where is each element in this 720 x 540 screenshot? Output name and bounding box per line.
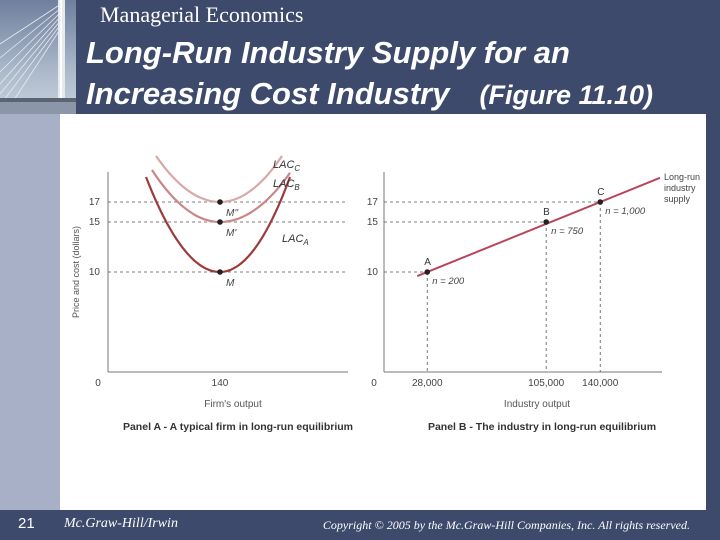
lac-curve-c [155,155,283,204]
panel-b-firm-count-label: n = 200 [432,276,465,287]
panel-b-y-tick-label: 15 [367,217,379,228]
panel-b-equilibrium-point [597,199,604,205]
panel-a-min-point [217,269,223,275]
title-line-2: Increasing Cost Industry (Figure 11.10) [86,73,653,116]
panel-a-y-axis-label: Price and cost (dollars) [71,226,81,318]
publisher-credit: Mc.Graw-Hill/Irwin [64,516,178,531]
title-line-1: Long-Run Industry Supply for an [86,35,570,70]
lac-curve-label-subscript: B [294,183,300,192]
lac-curve-label: LACA [282,233,309,247]
panel-b-equilibrium-point [424,269,431,275]
panel-b-y-tick-label: 17 [367,197,379,208]
panel-b-point-label: C [597,187,604,198]
bridge-photo [0,0,76,114]
slide-title: Long-Run Industry Supply for an Increasi… [86,32,653,116]
panel-a-title: Panel A - A typical firm in long-run equ… [123,421,353,433]
panel-a-x-axis-label: Firm's output [204,399,262,410]
panel-b-firm-count-label: n = 750 [551,226,584,237]
panel-b-x-tick-label: 105,000 [528,378,565,389]
panel-a-y-tick-label: 17 [89,197,101,208]
left-sidebar [0,114,60,510]
figure-area: 10 15 17 0 140 M LACA M' LACB M'' LACC Price and co… [60,114,706,510]
copyright-notice: Copyright © 2005 by the Mc.Graw-Hill Com… [322,518,690,532]
lac-curve-label-subscript: C [294,164,300,173]
panel-a-x-tick-label: 0 [95,378,101,389]
lac-curve-label: LACC [273,159,300,173]
slide-number: 21 [18,515,35,532]
title-line-2-text: Increasing Cost Industry [86,76,450,111]
long-run-supply-line [416,176,661,277]
figure-reference: (Figure 11.10) [479,80,654,110]
panel-b-title: Panel B - The industry in long-run equil… [428,421,656,433]
panel-b-x-tick-label: 28,000 [412,378,443,389]
panel-a-min-point-label: M' [226,228,237,239]
slide-footer: 21 Mc.Graw-Hill/Irwin Copyright © 2005 b… [0,510,720,540]
course-name: Managerial Economics [100,2,304,27]
panel-a-y-tick-label: 10 [89,267,101,278]
panel-a-min-point [217,219,223,225]
panel-a-min-point-label: M'' [226,208,239,219]
lac-curve-label-subscript: A [302,238,308,247]
slide-header: Managerial Economics Long-Run Industry S… [86,0,720,114]
panel-a-x-tick-label: 140 [212,378,229,389]
panel-b-x-tick-label: 0 [371,378,377,389]
panel-b-x-axis-label: Industry output [504,399,570,410]
supply-curve-label-line: Long-run [664,172,700,182]
panel-b-equilibrium-point [543,219,549,225]
figure-chart: 10 15 17 0 140 M LACA M' LACB M'' LACC Price and co… [71,155,700,433]
panel-b-point-label: A [424,257,431,268]
supply-curve-label-line: supply [664,194,691,204]
panel-a-min-point [217,199,223,205]
panel-a-min-point-label: M [226,278,235,289]
supply-curve-label-line: industry [664,183,696,193]
panel-b-x-tick-label: 140,000 [582,378,619,389]
lac-curve-label: LACB [273,178,300,192]
panel-b-point-label: B [543,207,550,218]
panel-a-y-tick-label: 15 [89,217,101,228]
panel-b-y-tick-label: 10 [367,267,379,278]
panel-b-firm-count-label: n = 1,000 [605,206,646,217]
